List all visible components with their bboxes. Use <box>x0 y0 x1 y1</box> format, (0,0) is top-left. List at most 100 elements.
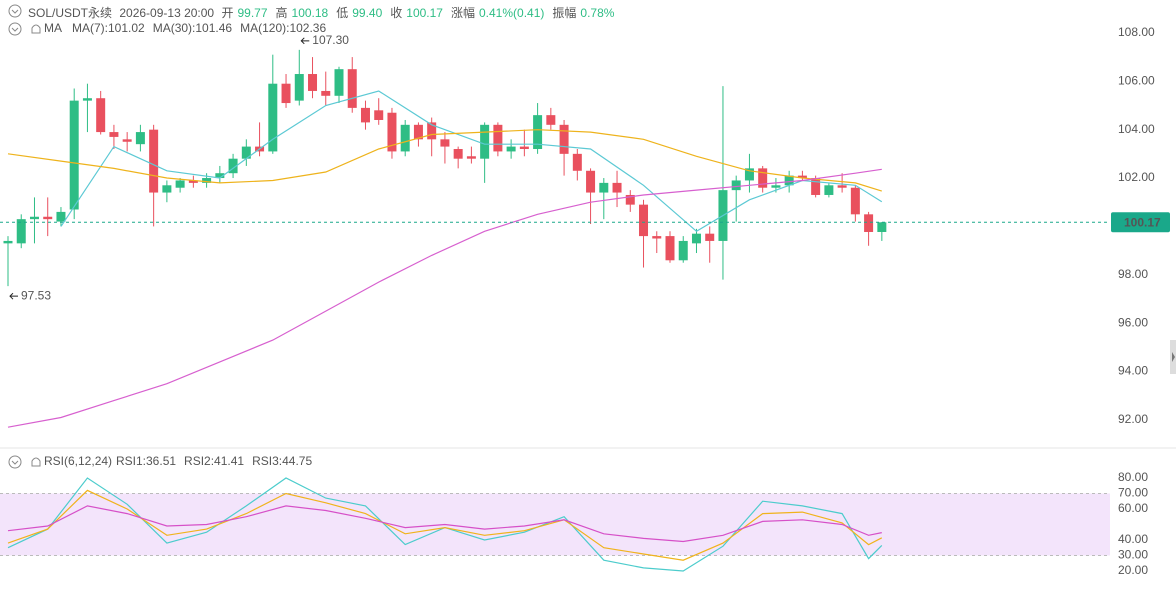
candle-body <box>678 240 688 261</box>
candle-body <box>691 233 701 244</box>
candle-body <box>360 107 370 123</box>
candle-body <box>347 69 357 108</box>
y-tick-label: 20.00 <box>1118 563 1148 577</box>
header-label: 低 <box>336 6 349 20</box>
candle-body <box>744 168 754 181</box>
candle-body <box>215 173 225 179</box>
candle-body <box>864 214 874 232</box>
candle-body <box>652 236 662 239</box>
header-label: 收 <box>390 6 403 20</box>
rsi-legend-title: RSI(6,12,24) <box>44 454 112 468</box>
collapse-icon[interactable] <box>8 22 22 36</box>
bell-icon <box>31 24 41 34</box>
candle-body <box>228 158 238 174</box>
indicator-line <box>7 129 882 192</box>
candle-body <box>440 139 450 147</box>
candle-body <box>294 74 304 101</box>
header-value: 100.18 <box>291 6 329 20</box>
candle-body <box>202 178 212 183</box>
candle-body <box>546 115 556 125</box>
legend-entry: MA(30):101.46 <box>153 21 233 35</box>
candle-body <box>625 194 635 205</box>
candle-body <box>559 124 569 154</box>
candle-body <box>56 211 66 222</box>
candle-body <box>466 156 476 159</box>
candle-body <box>731 180 741 191</box>
candle-body <box>639 204 649 237</box>
annotation-label: 107.30 <box>312 33 349 47</box>
candle-body <box>480 124 490 159</box>
datetime: 2026-09-13 20:00 <box>119 6 215 20</box>
y-tick-label: 60.00 <box>1118 501 1148 515</box>
candle-body <box>427 122 437 140</box>
collapse-icon[interactable] <box>8 455 22 469</box>
candle-body <box>824 185 834 195</box>
candle-body <box>268 83 278 152</box>
annotation-arrow <box>9 292 18 300</box>
last-price-label: 100.17 <box>1124 215 1161 229</box>
y-tick-label: 98.00 <box>1118 267 1148 281</box>
candle-body <box>321 90 331 96</box>
candle-body <box>519 146 529 150</box>
candle-body <box>162 185 172 193</box>
candle-body <box>599 182 609 193</box>
candle-body <box>612 182 622 193</box>
candle-body <box>16 219 26 244</box>
candle-body <box>374 110 384 120</box>
candle-body <box>758 168 768 188</box>
candle-body <box>175 180 185 188</box>
candle-body <box>334 69 344 96</box>
candle-body <box>797 175 807 179</box>
header-label: 振幅 <box>552 6 577 20</box>
y-tick-label: 92.00 <box>1118 412 1148 426</box>
candle-body <box>850 187 860 215</box>
y-tick-label: 104.00 <box>1118 122 1155 136</box>
candle-body <box>281 83 291 104</box>
y-tick-label: 102.00 <box>1118 170 1155 184</box>
y-tick-label: 40.00 <box>1118 532 1148 546</box>
candle-body <box>29 216 39 220</box>
candle-body <box>572 153 582 171</box>
axis-area <box>1110 0 1176 589</box>
legend-entry: MA(120):102.36 <box>240 21 326 35</box>
candle-body <box>308 74 318 91</box>
candle-body <box>453 149 463 159</box>
collapse-icon[interactable] <box>8 4 22 18</box>
legend-entry: RSI2:41.41 <box>184 454 244 468</box>
candle-body <box>784 175 794 186</box>
ma-legend-title: MA <box>44 21 62 35</box>
candle-body <box>69 100 79 210</box>
candle-body <box>877 222 887 232</box>
candle-body <box>413 124 423 140</box>
legend-entry: MA(7):101.02 <box>72 21 145 35</box>
header-value: 99.77 <box>237 6 268 20</box>
annotation-arrow <box>300 37 310 45</box>
candle-body <box>771 185 781 188</box>
bell-icon <box>31 457 41 467</box>
y-tick-label: 70.00 <box>1118 486 1148 500</box>
candle-body <box>493 124 503 152</box>
symbol: SOL/USDT永续 <box>28 6 113 20</box>
header-label: 开 <box>221 6 234 20</box>
header-label: 涨幅 <box>450 6 475 20</box>
y-tick-label: 108.00 <box>1118 25 1155 39</box>
candle-body <box>241 146 251 159</box>
candle-body <box>43 216 53 220</box>
indicator-line <box>60 90 883 233</box>
candle-body <box>3 240 13 244</box>
candle-body <box>188 180 198 183</box>
candle-body <box>400 124 410 152</box>
candle-body <box>387 112 397 152</box>
candle-body <box>135 132 145 145</box>
y-tick-label: 30.00 <box>1118 548 1148 562</box>
candle-body <box>533 115 543 150</box>
candle-body <box>837 185 847 188</box>
candle-body <box>96 98 106 133</box>
candle-body <box>122 139 132 142</box>
legend-entry: RSI1:36.51 <box>116 454 176 468</box>
indicator-line <box>7 168 882 428</box>
header-label: 高 <box>275 6 288 20</box>
candle-body <box>665 236 675 261</box>
